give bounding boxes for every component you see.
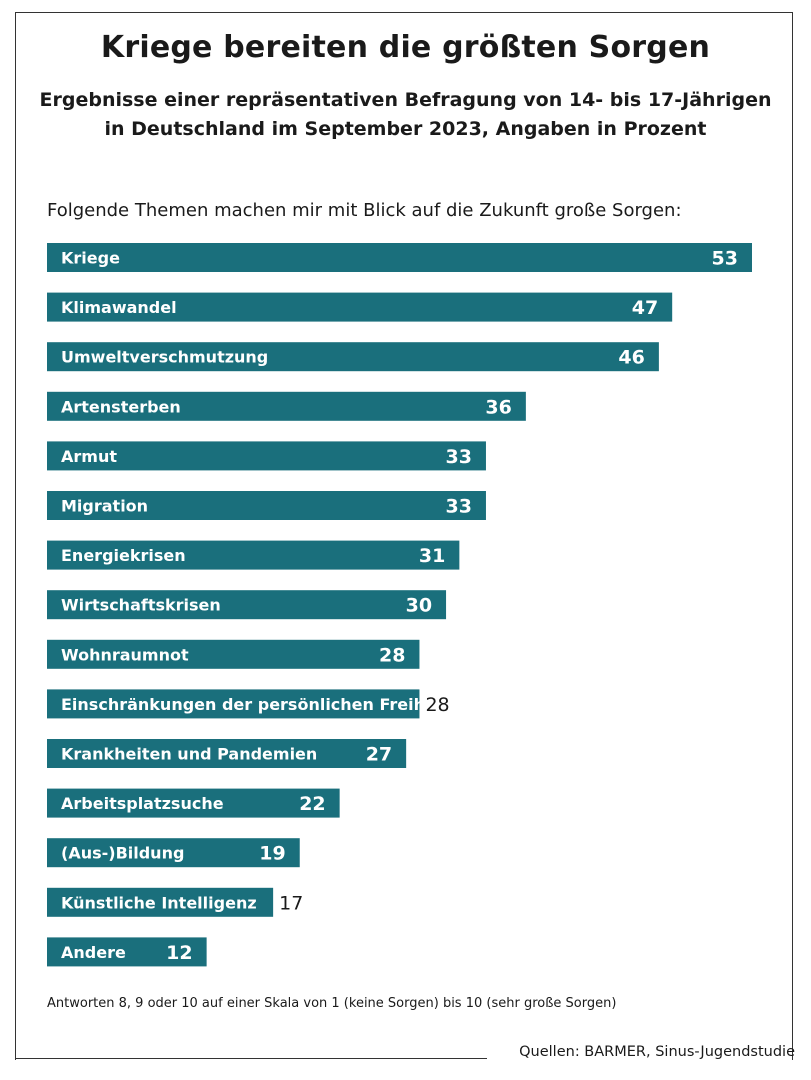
bar-value-4: 33 <box>446 446 472 468</box>
bar-10 <box>47 739 407 768</box>
bar-value-8: 28 <box>379 644 405 666</box>
bar-label-10: Krankheiten und Pandemien <box>61 745 317 764</box>
subtitle-line-2: in Deutschland im September 2023, Angabe… <box>104 118 707 140</box>
subtitle-line-1: Ergebnisse einer repräsentativen Befragu… <box>39 89 772 111</box>
bar-value-3: 36 <box>485 396 511 418</box>
bar-value-10: 27 <box>366 744 392 766</box>
bar-label-14: Andere <box>61 943 126 962</box>
bar-5 <box>47 491 486 520</box>
chart-title: Kriege bereiten die größten Sorgen <box>100 30 711 65</box>
footnote: Antworten 8, 9 oder 10 auf einer Skala v… <box>47 996 617 1011</box>
bar-value-5: 33 <box>446 496 472 518</box>
bar-6 <box>47 540 460 570</box>
bar-label-8: Wohnraumnot <box>61 645 189 664</box>
bar-label-5: Migration <box>61 497 148 516</box>
bar-label-11: Arbeitsplatzsuche <box>61 794 224 813</box>
bar-value-11: 22 <box>299 793 325 815</box>
bar-14 <box>47 937 207 967</box>
bar-label-1: Klimawandel <box>61 298 177 317</box>
bar-4 <box>47 441 486 471</box>
bar-value-0: 53 <box>712 248 738 270</box>
bar-value-7: 30 <box>406 595 432 617</box>
bar-3 <box>47 391 526 421</box>
bar-label-2: Umweltverschmutzung <box>61 348 268 367</box>
bar-label-4: Armut <box>61 447 117 466</box>
bar-value-12: 19 <box>259 843 285 865</box>
survey-question: Folgende Themen machen mir mit Blick auf… <box>47 200 682 221</box>
bar-13 <box>47 887 274 917</box>
bar-label-6: Energiekrisen <box>61 546 186 565</box>
chart-subtitle: Ergebnisse einer repräsentativen Befragu… <box>0 86 811 144</box>
bar-value-9: 28 <box>425 694 449 716</box>
bar-8 <box>47 639 420 669</box>
bar-9 <box>47 689 420 719</box>
bar-7 <box>47 590 447 620</box>
bar-label-7: Wirtschaftskrisen <box>61 596 221 615</box>
bar-11 <box>47 788 340 818</box>
bar-label-0: Kriege <box>61 249 120 268</box>
frame-bottom-line <box>15 1058 487 1059</box>
bar-label-12: (Aus-)Bildung <box>61 844 184 863</box>
bar-label-3: Artensterben <box>61 397 181 416</box>
bar-value-1: 47 <box>632 297 658 319</box>
bar-value-6: 31 <box>419 545 445 567</box>
bar-label-9: Einschränkungen der persönlichen Freihei… <box>61 695 449 714</box>
bar-label-13: Künstliche Intelligenz <box>61 893 257 912</box>
bar-value-14: 12 <box>166 942 192 964</box>
source-note: Quellen: BARMER, Sinus-Jugendstudie <box>519 1044 795 1060</box>
bar-12 <box>47 838 300 868</box>
bar-1 <box>47 292 673 322</box>
bar-value-13: 17 <box>279 892 303 914</box>
bar-value-2: 46 <box>618 347 644 369</box>
bar-0 <box>47 243 752 272</box>
chart-frame <box>15 12 793 1060</box>
bar-2 <box>47 342 659 372</box>
